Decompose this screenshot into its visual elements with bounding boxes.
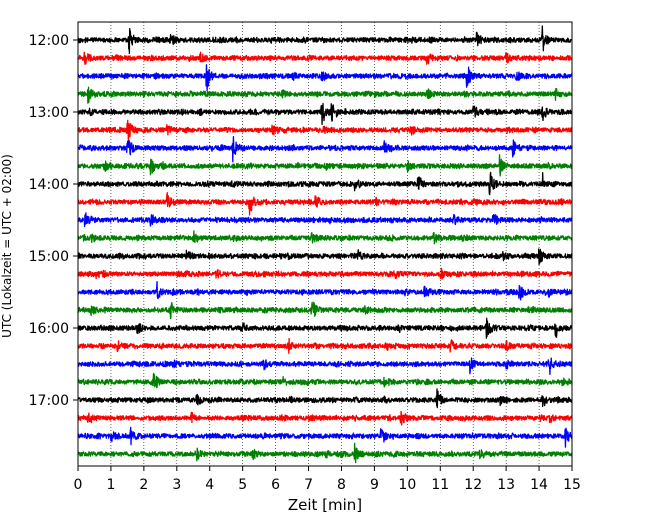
trace-line: [78, 64, 572, 92]
y-tick-label: 17:00: [29, 393, 69, 409]
trace-line: [78, 51, 572, 65]
x-tick-label: 15: [563, 477, 581, 493]
x-tick-label: 6: [271, 477, 280, 493]
trace-line: [78, 192, 572, 216]
x-tick-label: 2: [139, 477, 148, 493]
trace-line: [78, 154, 572, 177]
x-tick-label: 5: [238, 477, 247, 493]
trace-line: [78, 230, 572, 245]
y-tick-label: 13:00: [29, 105, 69, 121]
trace-line: [78, 267, 572, 280]
x-tick-label: 4: [205, 477, 214, 493]
trace-line: [78, 171, 572, 196]
plot-frame: [77, 21, 573, 467]
x-tick-label: 7: [304, 477, 313, 493]
trace-line: [78, 372, 572, 389]
trace-line: [78, 301, 572, 320]
trace-line: [78, 119, 572, 142]
trace-line: [78, 317, 572, 339]
y-tick-label: 15:00: [29, 249, 69, 265]
minute-grid: [110, 22, 540, 466]
trace-line: [78, 102, 572, 125]
trace-line: [78, 135, 572, 163]
trace-line: [78, 442, 572, 464]
trace-line: [78, 86, 572, 104]
x-tick-label: 11: [431, 477, 449, 493]
x-axis-title: Zeit [min]: [288, 496, 362, 514]
y-tick-label: 16:00: [29, 321, 69, 337]
trace-line: [78, 426, 572, 448]
x-tick-label: 13: [497, 477, 515, 493]
y-axis-title: UTC (Lokalzeit = UTC + 02:00): [0, 154, 14, 338]
trace-line: [78, 337, 572, 354]
trace-line: [78, 25, 572, 55]
y-tick-label: 14:00: [29, 177, 69, 193]
trace-line: [78, 212, 572, 228]
x-tick-label: 10: [398, 477, 416, 493]
x-axis: 0 1 2 3 4 5 6 7 8 9 10 11 12 13 14 15: [74, 466, 581, 493]
y-tick-label: 12:00: [29, 33, 69, 49]
trace-line: [78, 280, 572, 301]
x-tick-label: 1: [106, 477, 115, 493]
trace-line: [78, 410, 572, 426]
trace-line: [78, 388, 572, 409]
x-tick-label: 9: [370, 477, 379, 493]
trace-line: [78, 248, 572, 265]
x-tick-label: 14: [530, 477, 548, 493]
trace-group: [78, 25, 572, 464]
x-tick-label: 12: [464, 477, 482, 493]
x-tick-label: 8: [337, 477, 346, 493]
trace-line: [78, 357, 572, 376]
x-tick-label: 3: [172, 477, 181, 493]
y-axis: 12:00 13:00 14:00 15:00 16:00 17:00: [29, 33, 78, 409]
x-tick-label: 0: [74, 477, 83, 493]
